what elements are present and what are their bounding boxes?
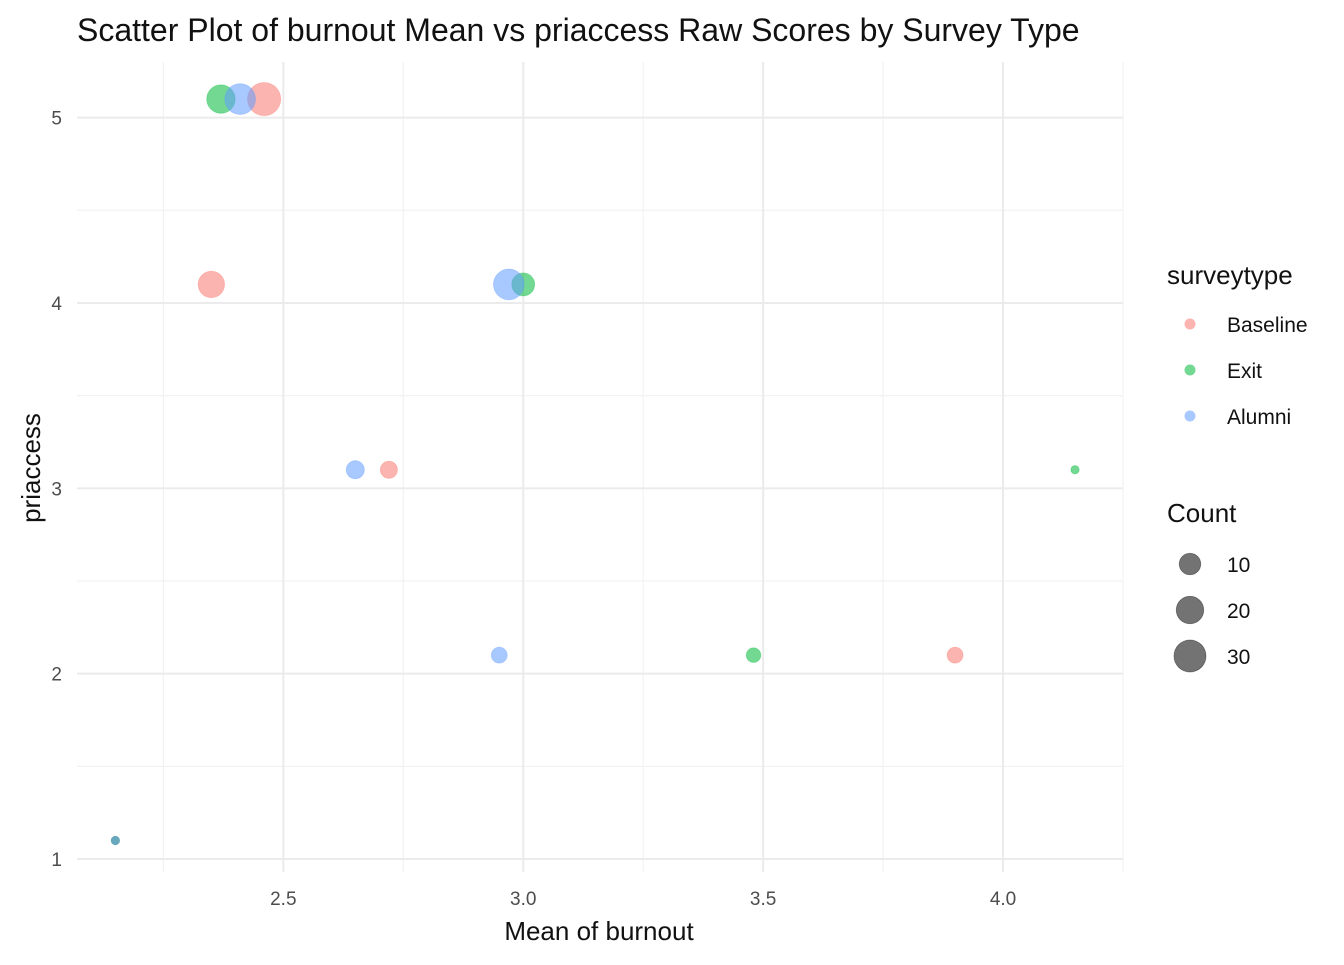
y-tick-label: 1 [51, 850, 62, 871]
point-exit [1070, 465, 1080, 475]
grid [77, 62, 1124, 872]
point-alumni [110, 835, 120, 846]
legend-label-baseline: Baseline [1227, 314, 1308, 337]
point-alumni [224, 83, 256, 115]
size-legend-label: 30 [1227, 646, 1250, 669]
y-tick-label: 2 [51, 665, 62, 686]
chart-title: Scatter Plot of burnout Mean vs priacces… [77, 12, 1080, 48]
x-tick-label: 4.0 [990, 889, 1016, 910]
y-axis-title: priaccess [16, 413, 46, 523]
size-legend-key [1175, 595, 1205, 625]
point-exit [745, 647, 762, 663]
color-legend-title: surveytype [1167, 260, 1293, 290]
point-baseline [946, 646, 964, 664]
size-legend-label: 20 [1227, 600, 1250, 623]
x-axis-title: Mean of burnout [504, 916, 694, 946]
point-alumni [490, 646, 508, 664]
point-alumni [493, 268, 525, 301]
point-baseline [379, 460, 398, 479]
size-legend: Count 10 20 30 [1167, 498, 1250, 673]
legend-key-exit [1184, 364, 1196, 376]
size-legend-key [1173, 639, 1207, 673]
legend-label-alumni: Alumni [1227, 406, 1291, 429]
legend-label-exit: Exit [1227, 360, 1262, 383]
x-tick-label: 3.0 [510, 889, 536, 910]
x-tick-label: 3.5 [750, 889, 776, 910]
data-points [110, 82, 1080, 846]
point-alumni [345, 460, 365, 480]
legend-key-baseline [1184, 318, 1196, 330]
legend-key-alumni [1184, 410, 1196, 422]
y-tick-label: 3 [51, 479, 62, 500]
point-baseline [197, 270, 225, 299]
axis-ticks: 2.5 3.0 3.5 4.0 1 2 3 4 5 [51, 109, 1016, 910]
y-tick-label: 5 [51, 109, 62, 130]
color-legend: surveytype Baseline Exit Alumni [1167, 260, 1308, 429]
size-legend-label: 10 [1227, 554, 1250, 577]
x-tick-label: 2.5 [270, 889, 296, 910]
size-legend-title: Count [1167, 498, 1237, 528]
size-legend-key [1178, 552, 1202, 576]
y-tick-label: 4 [51, 294, 62, 315]
